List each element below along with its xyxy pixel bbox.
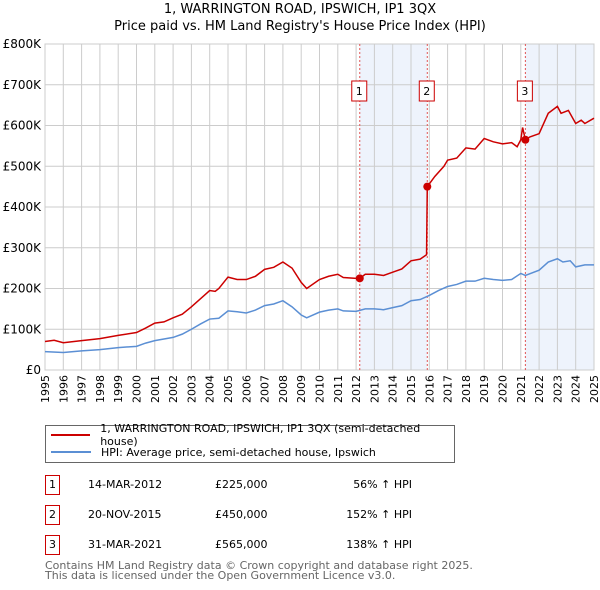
legend-label: HPI: Average price, semi-detached house,… xyxy=(101,445,376,459)
x-tick-label: 2025 xyxy=(588,375,600,403)
sale-row: 3 31-MAR-2021 £565,000 138% ↑ HPI xyxy=(45,535,465,555)
sale-label-box xyxy=(516,80,533,102)
sale-point xyxy=(423,182,432,191)
sale-price: £450,000 xyxy=(215,508,268,521)
y-tick-label: £700K xyxy=(3,78,43,92)
sale-date: 14-MAR-2012 xyxy=(88,478,163,491)
sale-price: £565,000 xyxy=(215,538,268,551)
x-tick-label: 2008 xyxy=(277,375,290,403)
sale-number: 1 xyxy=(45,475,60,495)
y-tick-label: £0 xyxy=(26,363,41,377)
sale-label-box xyxy=(418,80,435,102)
x-tick-label: 2010 xyxy=(314,375,327,403)
sale-label: 1 xyxy=(356,85,363,98)
x-tick-label: 2004 xyxy=(204,375,217,403)
x-tick-label: 2019 xyxy=(478,375,491,403)
y-tick-label: £300K xyxy=(3,241,43,255)
x-tick-label: 2014 xyxy=(387,375,400,403)
x-tick-label: 2000 xyxy=(131,375,144,403)
chart-subtitle: Price paid vs. HM Land Registry's House … xyxy=(114,19,486,34)
sale-hpi-change: 152% ↑ HPI xyxy=(346,508,412,521)
legend-item-hpi: HPI: Average price, semi-detached house,… xyxy=(46,444,376,460)
legend-swatch xyxy=(51,434,91,436)
y-tick-label: £100K xyxy=(3,322,43,336)
sale-label-box xyxy=(351,80,368,102)
y-tick-label: £400K xyxy=(3,200,43,214)
x-tick-label: 1995 xyxy=(39,375,52,403)
plot-frame xyxy=(44,43,595,371)
x-tick-label: 2024 xyxy=(570,375,583,403)
y-tick-label: £600K xyxy=(3,119,43,133)
x-tick-label: 2001 xyxy=(149,375,162,403)
sale-hpi-change: 138% ↑ HPI xyxy=(346,538,412,551)
sale-label: 3 xyxy=(521,85,528,98)
x-tick-label: 2012 xyxy=(350,375,363,403)
x-tick-label: 2002 xyxy=(167,375,180,403)
sale-number: 2 xyxy=(45,505,60,525)
x-tick-label: 2003 xyxy=(185,375,198,403)
y-tick-label: £500K xyxy=(3,159,43,173)
x-tick-label: 2016 xyxy=(423,375,436,403)
x-tick-label: 1999 xyxy=(112,375,125,403)
legend-item-property: 1, WARRINGTON ROAD, IPSWICH, IP1 3QX (se… xyxy=(46,422,454,448)
x-tick-label: 2006 xyxy=(240,375,253,403)
x-tick-label: 1997 xyxy=(76,375,89,403)
sale-hpi-change: 56% ↑ HPI xyxy=(353,478,412,491)
sale-date: 20-NOV-2015 xyxy=(88,508,162,521)
sale-date: 31-MAR-2021 xyxy=(88,538,163,551)
x-tick-label: 2021 xyxy=(515,375,528,403)
x-tick-label: 2022 xyxy=(533,375,546,403)
legend: 1, WARRINGTON ROAD, IPSWICH, IP1 3QX (se… xyxy=(45,422,455,463)
legend-swatch xyxy=(51,451,91,453)
x-tick-label: 2011 xyxy=(332,375,345,403)
footer: Contains HM Land Registry data © Crown c… xyxy=(45,559,473,582)
sale-point xyxy=(521,135,530,144)
x-tick-label: 2007 xyxy=(259,375,272,403)
x-tick-label: 2013 xyxy=(368,375,381,403)
x-tick-label: 2009 xyxy=(295,375,308,403)
x-tick-label: 1998 xyxy=(94,375,107,403)
sale-row: 1 14-MAR-2012 £225,000 56% ↑ HPI xyxy=(45,475,465,495)
chart-plot: 1995 1996 1997 1998 1999 2000 2001 2002 2003 2004… xyxy=(3,37,600,403)
sale-label: 2 xyxy=(423,85,430,98)
x-tick-label: 2005 xyxy=(222,375,235,403)
x-tick-label: 2017 xyxy=(442,375,455,403)
footer-line: This data is licensed under the Open Gov… xyxy=(45,569,396,582)
x-tick-label: 2018 xyxy=(460,375,473,403)
sale-point xyxy=(355,274,364,283)
chart-title: 1, WARRINGTON ROAD, IPSWICH, IP1 3QX xyxy=(163,2,437,17)
x-tick-label: 1996 xyxy=(57,375,70,403)
y-tick-label: £200K xyxy=(3,282,43,296)
x-tick-label: 2015 xyxy=(405,375,418,403)
x-tick-label: 2020 xyxy=(497,375,510,403)
footer-line: Contains HM Land Registry data © Crown c… xyxy=(45,559,473,572)
sale-number: 3 xyxy=(45,535,60,555)
y-tick-label: £800K xyxy=(3,37,43,51)
series-line-hpi xyxy=(44,257,594,354)
sale-row: 2 20-NOV-2015 £450,000 152% ↑ HPI xyxy=(45,505,465,525)
x-tick-label: 2023 xyxy=(551,375,564,403)
legend-label: 1, WARRINGTON ROAD, IPSWICH, IP1 3QX (se… xyxy=(100,422,421,448)
sale-price: £225,000 xyxy=(215,478,268,491)
